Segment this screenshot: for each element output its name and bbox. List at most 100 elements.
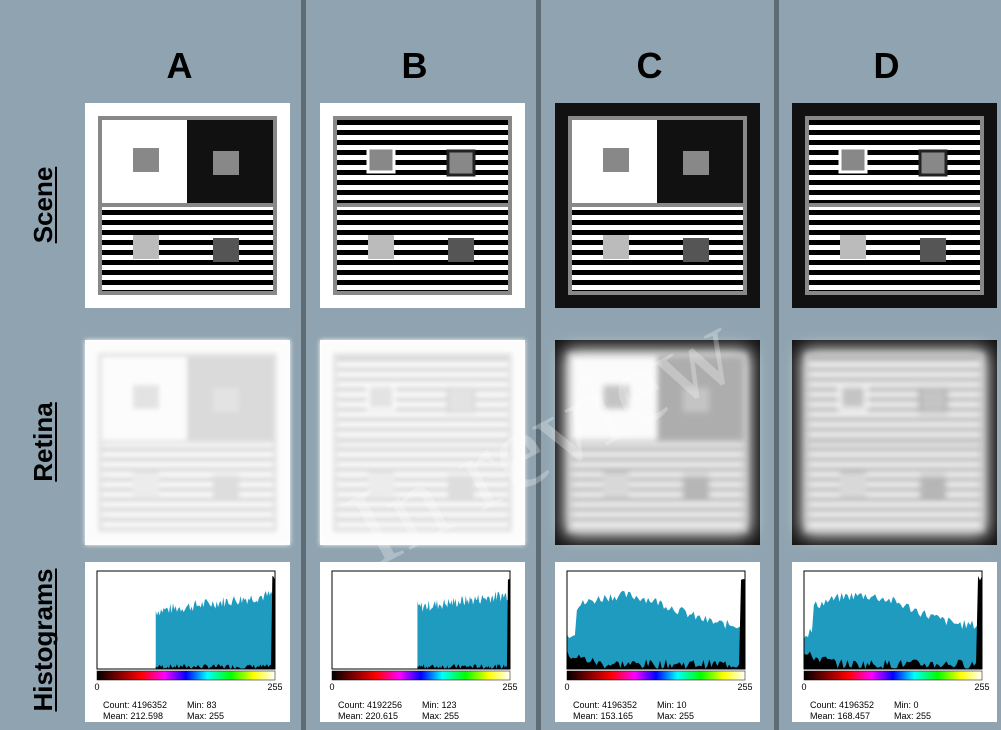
stripe (807, 477, 982, 482)
stripe (807, 507, 982, 512)
column-label: A (167, 45, 193, 86)
stripe (807, 487, 982, 492)
test-patch (448, 151, 474, 175)
stripe (807, 427, 982, 432)
stat-max: Max: 255 (894, 711, 931, 721)
stripe (570, 507, 745, 512)
stripe (807, 517, 982, 522)
column-label: C (637, 45, 663, 86)
stripe (335, 270, 510, 275)
axis-max: 255 (974, 682, 989, 692)
stripe (570, 487, 745, 492)
test-patch (603, 235, 629, 259)
colorbar (567, 671, 745, 680)
stat-min: Min: 123 (422, 700, 457, 710)
stripe (807, 120, 982, 125)
stripe (807, 140, 982, 145)
test-patch (133, 148, 159, 172)
histogram-panel: 0255Count: 4196352Mean: 212.598Min: 83Ma… (85, 562, 290, 722)
test-patch (683, 475, 709, 499)
stripe (335, 387, 510, 392)
retina-image (85, 340, 290, 545)
stat-min: Min: 0 (894, 700, 919, 710)
stripe (335, 130, 510, 135)
stripe (335, 367, 510, 372)
stripe (807, 210, 982, 215)
stripe (807, 160, 982, 165)
test-patch (603, 148, 629, 172)
stripe (570, 280, 745, 285)
stripe (100, 487, 275, 492)
stripe (100, 447, 275, 452)
row-label: Retina (28, 402, 58, 482)
axis-max: 255 (502, 682, 517, 692)
stat-mean: Mean: 153.165 (573, 711, 633, 721)
stripe (100, 497, 275, 502)
test-patch (683, 151, 709, 175)
stat-count: Count: 4192256 (338, 700, 402, 710)
stripe (335, 230, 510, 235)
axis-min: 0 (801, 682, 806, 692)
stripe (570, 497, 745, 502)
axis-max: 255 (267, 682, 282, 692)
test-patch (840, 385, 866, 409)
stripe (100, 260, 275, 265)
column-label: B (402, 45, 428, 86)
colorbar (97, 671, 275, 680)
test-patch (840, 148, 866, 172)
scene-image (792, 103, 997, 308)
axis-min: 0 (564, 682, 569, 692)
test-patch (213, 151, 239, 175)
scene-image (320, 103, 525, 308)
row-label-group: Scene (28, 167, 58, 244)
stripe (100, 457, 275, 462)
stripe (335, 180, 510, 185)
stripe (570, 270, 745, 275)
axis-min: 0 (94, 682, 99, 692)
stripe (100, 220, 275, 225)
stripe (807, 497, 982, 502)
stripe (570, 220, 745, 225)
stripe (807, 250, 982, 255)
figure: A0255Count: 4196352Mean: 212.598Min: 83M… (0, 0, 1001, 730)
stat-max: Max: 255 (187, 711, 224, 721)
stripe (807, 447, 982, 452)
test-patch (920, 388, 946, 412)
stat-min: Min: 10 (657, 700, 687, 710)
stripe (807, 397, 982, 402)
test-patch (133, 385, 159, 409)
stat-mean: Mean: 212.598 (103, 711, 163, 721)
stripe (335, 140, 510, 145)
test-patch (920, 238, 946, 262)
stripe (807, 387, 982, 392)
scene-image (85, 103, 290, 308)
stat-mean: Mean: 168.457 (810, 711, 870, 721)
stripe (807, 190, 982, 195)
test-patch (133, 235, 159, 259)
stripe (335, 250, 510, 255)
stat-max: Max: 255 (422, 711, 459, 721)
test-patch (840, 472, 866, 496)
stripe (570, 250, 745, 255)
stripe (335, 220, 510, 225)
stripe (807, 270, 982, 275)
retina-content (85, 340, 290, 545)
axis-min: 0 (329, 682, 334, 692)
stripe (335, 160, 510, 165)
stripe (335, 357, 510, 362)
stripe (335, 210, 510, 215)
stripe (335, 190, 510, 195)
column-label: D (874, 45, 900, 86)
stat-max: Max: 255 (657, 711, 694, 721)
stripe (100, 250, 275, 255)
stripe (807, 180, 982, 185)
stripe (807, 170, 982, 175)
test-patch (368, 235, 394, 259)
stripe (807, 367, 982, 372)
retina-content (792, 340, 997, 545)
stat-min: Min: 83 (187, 700, 217, 710)
test-patch (603, 472, 629, 496)
stripe (807, 407, 982, 412)
colorbar (332, 671, 510, 680)
